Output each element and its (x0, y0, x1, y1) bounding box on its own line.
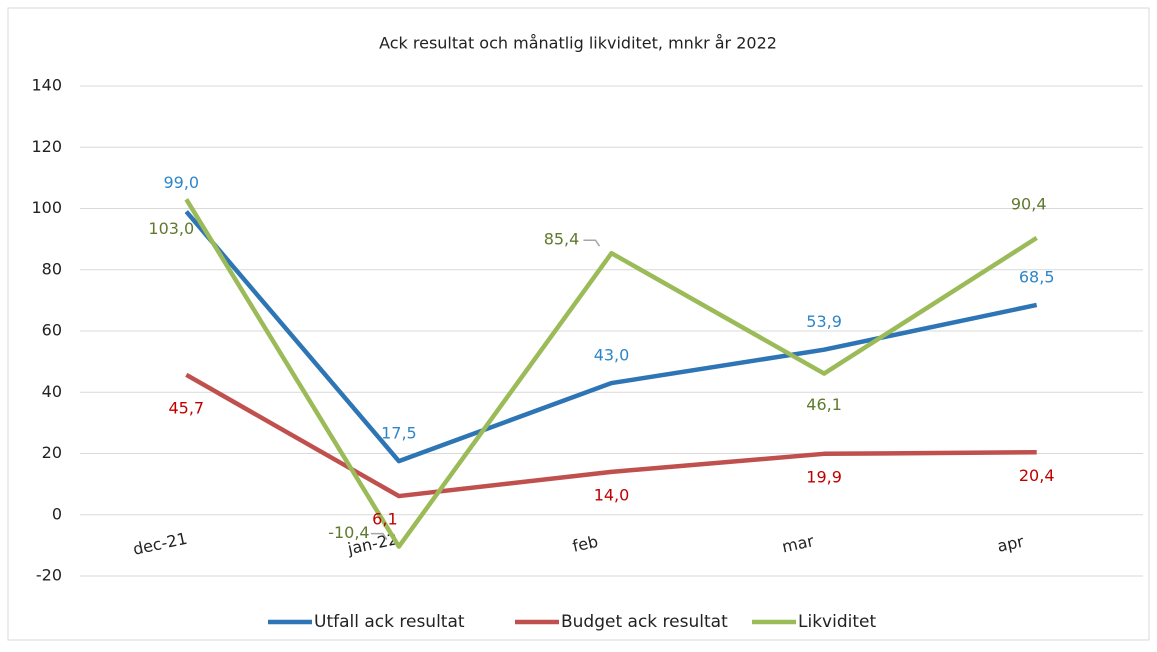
y-tick-label: 40 (42, 382, 62, 401)
x-tick-label: feb (571, 532, 600, 556)
legend-label: Likviditet (798, 612, 876, 632)
data-label: 6,1 (372, 510, 397, 529)
y-tick-label: -20 (36, 566, 62, 585)
data-label: 17,5 (381, 424, 417, 443)
legend-label: Utfall ack resultat (314, 612, 465, 632)
data-label: 46,1 (806, 395, 842, 414)
data-label: -10,4 (328, 523, 369, 542)
y-tick-label: 120 (31, 137, 62, 156)
data-label: 68,5 (1019, 267, 1055, 286)
chart-border (7, 7, 1150, 641)
data-label: 14,0 (594, 485, 630, 504)
data-label: 85,4 (544, 230, 580, 249)
y-tick-label: 100 (31, 198, 62, 217)
y-tick-label: 80 (42, 259, 62, 278)
y-tick-label: 60 (42, 321, 62, 340)
data-label: 19,9 (806, 467, 842, 486)
data-label: 90,4 (1011, 194, 1047, 213)
leader-line (370, 532, 388, 541)
y-tick-label: 20 (42, 443, 62, 462)
leader-line (583, 239, 601, 247)
data-label: 103,0 (148, 219, 194, 238)
series-line (184, 198, 1038, 549)
data-label: 99,0 (163, 173, 199, 192)
series-line (184, 210, 1038, 464)
legend-label: Budget ack resultat (561, 612, 728, 632)
series-line (185, 372, 1037, 499)
y-tick-label: 140 (31, 76, 62, 95)
data-label: 20,4 (1019, 466, 1055, 485)
chart-title: Ack resultat och månatlig likviditet, mn… (379, 34, 777, 53)
data-label: 43,0 (594, 346, 630, 365)
data-label: 53,9 (806, 312, 842, 331)
y-tick-label: 0 (52, 504, 62, 523)
data-label: 45,7 (168, 398, 204, 417)
